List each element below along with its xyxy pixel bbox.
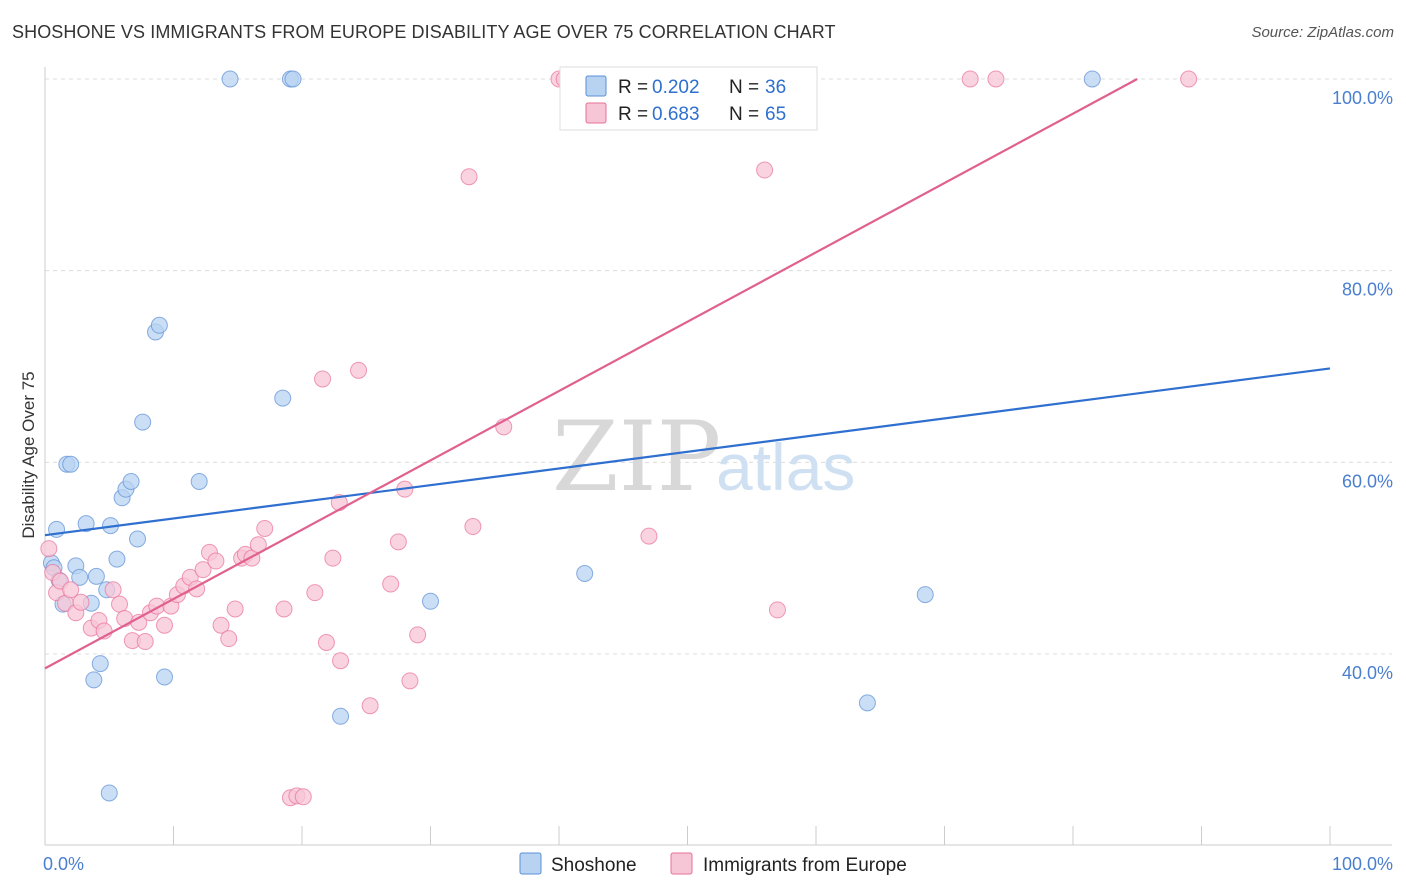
- point-shoshone: [129, 530, 147, 548]
- point-europe: [332, 652, 350, 670]
- point-shoshone: [85, 671, 103, 689]
- point-europe: [460, 168, 478, 186]
- point-europe: [961, 70, 979, 88]
- source-credit: Source: ZipAtlas.com: [1251, 24, 1394, 41]
- point-shoshone: [576, 565, 594, 582]
- point-europe: [40, 540, 58, 558]
- point-shoshone: [284, 70, 302, 88]
- point-europe: [464, 518, 482, 536]
- watermark-zip: ZIP: [552, 401, 721, 513]
- point-europe: [207, 552, 225, 570]
- point-europe: [768, 601, 786, 619]
- point-shoshone: [87, 567, 105, 585]
- point-europe: [409, 626, 427, 644]
- point-shoshone: [91, 655, 109, 673]
- point-europe: [306, 584, 324, 602]
- point-europe: [361, 697, 379, 715]
- point-shoshone: [916, 586, 934, 604]
- point-shoshone: [1083, 70, 1101, 88]
- point-europe: [104, 581, 122, 599]
- legend: R = 0.202 N = 36 R = 0.683 N = 65: [559, 66, 818, 131]
- point-europe: [212, 616, 230, 634]
- point-shoshone: [150, 316, 168, 334]
- trend-line-europe: [44, 78, 1138, 670]
- legend-r-europe: 0.683: [652, 104, 700, 125]
- y-axis-title: Disability Age Over 75: [19, 371, 38, 538]
- legend-n-shoshone: 36: [765, 77, 786, 98]
- x-tick-label: 0.0%: [43, 854, 84, 874]
- point-europe: [256, 519, 274, 537]
- point-shoshone: [156, 668, 174, 686]
- legend-n-europe: 65: [765, 104, 786, 125]
- x-tick-label: 100.0%: [1332, 854, 1393, 874]
- axes: [44, 67, 1392, 846]
- point-shoshone: [221, 70, 239, 88]
- point-europe: [987, 70, 1005, 88]
- data-points: [40, 70, 1198, 807]
- point-europe: [382, 575, 400, 593]
- y-tick-label: 80.0%: [1342, 280, 1393, 300]
- point-europe: [389, 533, 407, 551]
- point-europe: [72, 593, 90, 611]
- legend-swatch-europe: [585, 102, 607, 124]
- legend-n-label-europe: N =: [729, 104, 759, 125]
- point-europe: [756, 161, 774, 179]
- point-europe: [1180, 70, 1198, 88]
- y-tick-labels: 40.0% 60.0% 80.0% 100.0%: [1332, 88, 1393, 683]
- y-tick-label: 60.0%: [1342, 471, 1393, 491]
- point-europe: [640, 527, 658, 545]
- point-shoshone: [190, 473, 208, 490]
- bottom-legend-label-europe: Immigrants from Europe: [703, 855, 907, 876]
- trend-line-shoshone: [44, 367, 1331, 537]
- y-tick-label: 100.0%: [1332, 88, 1393, 108]
- point-europe: [194, 561, 212, 579]
- bottom-legend-label-shoshone: Shoshone: [551, 855, 637, 876]
- point-europe: [156, 616, 174, 634]
- y-tick-label: 40.0%: [1342, 663, 1393, 683]
- point-shoshone: [108, 550, 126, 568]
- point-europe: [220, 630, 238, 648]
- point-shoshone: [71, 568, 89, 586]
- chart-title: SHOSHONE VS IMMIGRANTS FROM EUROPE DISAB…: [12, 22, 836, 42]
- point-europe: [136, 633, 154, 651]
- point-europe: [350, 361, 368, 379]
- legend-r-label-europe: R =: [618, 104, 648, 125]
- legend-n-label-shoshone: N =: [729, 77, 759, 98]
- point-shoshone: [274, 389, 292, 407]
- x-tick-labels: 0.0% 100.0%: [43, 854, 1393, 874]
- point-europe: [226, 600, 244, 618]
- point-europe: [294, 788, 312, 806]
- bottom-legend: Shoshone Immigrants from Europe: [519, 852, 907, 876]
- point-europe: [111, 595, 129, 613]
- gridlines: [45, 78, 1392, 655]
- trend-lines: [44, 78, 1331, 670]
- point-europe: [275, 600, 293, 618]
- point-europe: [401, 672, 419, 690]
- watermark: ZIP atlas: [552, 401, 855, 513]
- legend-r-label-shoshone: R =: [618, 77, 648, 98]
- point-shoshone: [77, 515, 95, 533]
- point-europe: [324, 549, 342, 567]
- point-europe: [314, 370, 332, 388]
- point-europe: [62, 581, 80, 599]
- point-shoshone: [62, 455, 80, 473]
- point-shoshone: [858, 694, 876, 712]
- point-shoshone: [422, 592, 439, 610]
- point-shoshone: [122, 473, 140, 490]
- point-shoshone: [134, 413, 152, 431]
- watermark-atlas: atlas: [716, 430, 855, 504]
- point-europe: [317, 634, 335, 651]
- bottom-legend-swatch-europe: [670, 852, 693, 875]
- legend-r-shoshone: 0.202: [652, 77, 700, 98]
- point-shoshone: [100, 784, 118, 802]
- legend-swatch-shoshone: [585, 75, 607, 97]
- point-shoshone: [332, 707, 350, 725]
- bottom-legend-swatch-shoshone: [519, 852, 542, 875]
